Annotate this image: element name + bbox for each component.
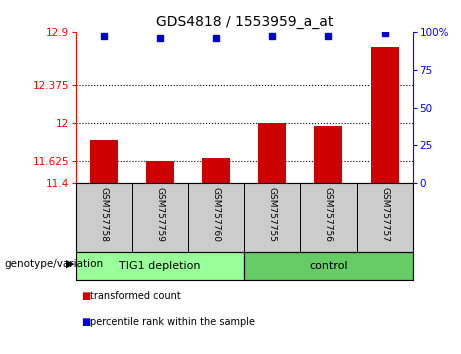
Text: GSM757757: GSM757757 xyxy=(380,187,389,242)
Text: GSM757755: GSM757755 xyxy=(268,187,277,242)
Text: ■: ■ xyxy=(81,317,90,327)
Text: GSM757756: GSM757756 xyxy=(324,187,333,242)
Text: percentile rank within the sample: percentile rank within the sample xyxy=(90,317,255,327)
Text: GSM757758: GSM757758 xyxy=(100,187,109,242)
Text: ■: ■ xyxy=(81,291,90,301)
Text: ▶: ▶ xyxy=(66,259,74,269)
Bar xyxy=(258,123,286,183)
Title: GDS4818 / 1553959_a_at: GDS4818 / 1553959_a_at xyxy=(156,16,333,29)
Text: control: control xyxy=(309,261,348,271)
Text: transformed count: transformed count xyxy=(90,291,181,301)
Text: TIG1 depletion: TIG1 depletion xyxy=(119,261,201,271)
Bar xyxy=(90,140,118,183)
Bar xyxy=(146,161,174,183)
FancyBboxPatch shape xyxy=(76,252,244,280)
Bar xyxy=(202,158,230,183)
Text: genotype/variation: genotype/variation xyxy=(5,259,104,269)
Bar xyxy=(314,126,343,183)
Text: GSM757759: GSM757759 xyxy=(156,187,165,242)
Text: GSM757760: GSM757760 xyxy=(212,187,221,242)
FancyBboxPatch shape xyxy=(244,252,413,280)
Bar xyxy=(371,47,399,183)
